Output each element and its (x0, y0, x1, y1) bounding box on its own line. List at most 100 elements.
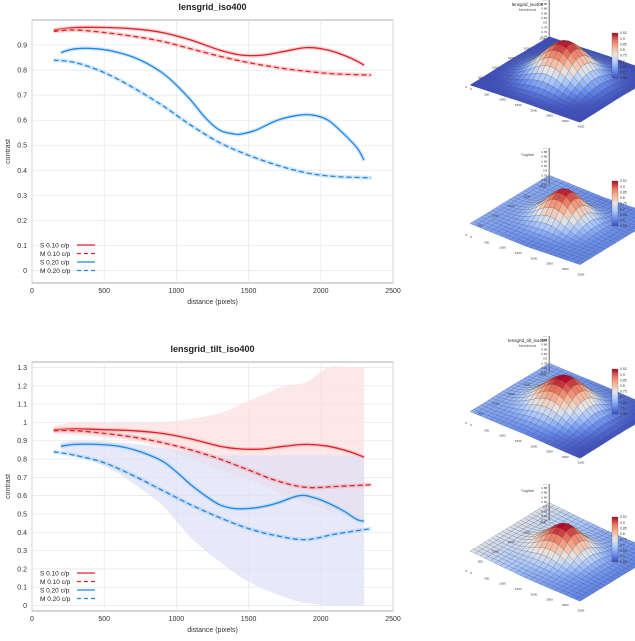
surface-2-z-tick-label: 0.86 (541, 7, 547, 11)
surface-5-x-tick-label: 1000 (499, 582, 506, 586)
surface-3-subtitle: Sagittal (521, 153, 534, 157)
bottom-chart-y-tick-label: 0.1 (17, 585, 27, 592)
bottom-chart-y-tick-label: 0.4 (17, 530, 27, 537)
surface-3-x-tick-label: 1000 (499, 246, 506, 250)
surface-5-colorbar-tick-label: 0.65 (620, 549, 627, 553)
surface-4-subtitle: Meridional (519, 344, 537, 348)
surface-2-z-tick-label: 0.78 (541, 25, 547, 29)
surface-3-x-tick-label: 500 (484, 240, 489, 244)
surface-3-x-tick-label: 2500 (546, 262, 553, 266)
surface-5-z-tick-label: 0.76 (541, 514, 547, 518)
surface-3-x-tick-label: 0 (470, 235, 472, 239)
surface-5-z-tick-label: 0.74 (541, 519, 547, 523)
surface-plot-top-meridional: lensgrid_iso400Meridional0.920.90.880.86… (465, 0, 635, 128)
surface-4-x-tick-label: 0 (470, 423, 472, 427)
surface-4-z-tick-label: 0.78 (541, 361, 547, 365)
top-chart-y-tick-label: 0.1 (17, 243, 27, 250)
surface-4-colorbar-tick-label: 0.85 (620, 378, 627, 382)
top-chart-x-axis-label: distance (pixels) (187, 299, 238, 306)
surface-4-z-tick-label: 0.86 (541, 343, 547, 347)
top-chart-plot-area (31, 19, 394, 284)
bottom-chart-y-tick-label: 0.9 (17, 438, 27, 445)
surface-5-y-tick-label: 1500 (508, 540, 515, 544)
bottom-chart-y-tick-label: 0 (23, 603, 27, 610)
surface-2-colorbar-tick-label: 0.65 (620, 65, 627, 69)
surface-3-x-tick-label: 2000 (531, 256, 538, 260)
surface-2-colorbar-tick-label: 0.9 (620, 37, 625, 41)
surface-5-y-tick-label: 2000 (524, 530, 531, 534)
top-chart-y-axis-label: contrast (5, 139, 12, 164)
surface-5-x-tick-label: 1500 (515, 587, 522, 591)
bottom-chart-series-line-3 (53, 451, 372, 541)
surface-3-mesh-cell (631, 211, 635, 216)
top-chart-x-tick-label: 2000 (313, 288, 329, 295)
surface-5-x-tick-label: 500 (484, 576, 489, 580)
surface-4-colorbar-tick-label: 0.6 (620, 407, 625, 411)
surface-2-x-tick-label: 500 (484, 92, 489, 96)
surface-3-x-tick-label: 3000 (562, 267, 569, 271)
surface-5-y-tick-label: 1000 (492, 550, 499, 554)
bottom-chart-series-line-1 (53, 429, 372, 489)
surface-4-x-tick-label: 500 (484, 428, 489, 432)
top-chart-title: lensgrid_iso400 (178, 2, 246, 12)
top-chart-y-tick-label: 0.9 (17, 43, 27, 50)
surface-2-x-tick-label: 1500 (515, 103, 522, 107)
surface-5-z-tick-label: 0.84 (541, 495, 547, 499)
surface-2-x-tick-label: 3000 (562, 119, 569, 123)
surface-4-y-tick-label: 2500 (540, 373, 547, 377)
surface-5-colorbar-tick-label: 0.92 (620, 515, 627, 519)
surface-5-colorbar-tick-label: 0.9 (620, 521, 625, 525)
surface-5-colorbar-tick-label: 0.85 (620, 526, 627, 530)
bottom-chart-x-axis-label: distance (pixels) (187, 627, 238, 634)
surface-3-colorbar-tick-label: 0.65 (620, 213, 627, 217)
top-line-chart: lensgrid_iso400 0 500 1000 1500 2000 2500 0 0.1 0… (5, 2, 401, 306)
surface-2-colorbar-tick-label: 0.85 (620, 42, 627, 46)
surface-3-z-tick-label: 0.88 (541, 150, 547, 154)
bottom-chart-x-tick-label: 2000 (313, 616, 329, 623)
surface-4-colorbar-tick-label: 0.7 (620, 395, 625, 399)
surface-5-y-tick-label: 0 (465, 569, 467, 573)
surface-4-z-tick-label: 0.84 (541, 347, 547, 351)
surface-2-z-tick-label: 0.82 (541, 16, 547, 20)
surface-2-mesh-cell (631, 69, 635, 73)
surface-2-colorbar-tick-label: 0.6 (620, 71, 625, 75)
surface-4-mesh-cell (631, 403, 635, 407)
surface-5-colorbar (611, 516, 619, 563)
surface-5-colorbar-tick-label: 0.6 (620, 555, 625, 559)
surface-5-colorbar-tick-label: 0.7 (620, 543, 625, 547)
top-chart-series-line-2 (60, 47, 365, 161)
surface-3-colorbar-tick-label: 0.55 (620, 224, 627, 228)
surface-5-z-tick-label: 0.88 (541, 486, 547, 490)
surface-4-z-tick-label: 0.8 (543, 357, 548, 361)
surface-5-x-tick-label: 2000 (531, 592, 538, 596)
surface-5-colorbar-tick-label: 0.8 (620, 532, 625, 536)
surface-5-mesh-cell (631, 546, 635, 551)
surface-4-z-tick-label: 0.74 (541, 371, 547, 375)
bottom-chart-x-tick-label: 1000 (169, 616, 185, 623)
surface-2-title: lensgrid_iso400 (512, 2, 544, 7)
surface-4-mesh-cell (632, 419, 635, 422)
surface-3-z-tick-label: 0.74 (541, 183, 547, 187)
bottom-chart-x-tick-label: 0 (30, 616, 34, 623)
surface-4-mesh (469, 362, 635, 459)
top-chart-y-tick-label: 0.8 (17, 68, 27, 75)
surface-2-y-tick-label: 1500 (508, 56, 515, 60)
surface-3-colorbar (611, 180, 619, 227)
top-chart-y-tick-label: 0 (23, 268, 27, 275)
bottom-chart-y-tick-label: 1.3 (17, 365, 27, 372)
top-chart-legend-label: S 0.10 c/p (40, 243, 70, 250)
top-chart-y-tick-label: 0.2 (17, 218, 27, 225)
surface-3-colorbar-tick-label: 0.9 (620, 185, 625, 189)
surface-4-z-tick-label: 0.76 (541, 366, 547, 370)
surface-2-x-tick-label: 2500 (546, 114, 553, 118)
surface-3-z-tick-label: 0.8 (543, 169, 548, 173)
surface-2-z-tick-label: 0.88 (541, 2, 547, 6)
surface-4-y-tick-label: 2000 (524, 382, 531, 386)
surface-3-colorbar-tick-label: 0.75 (620, 202, 627, 206)
bottom-chart-y-tick-label: 0.2 (17, 566, 27, 573)
surface-3-mesh (469, 174, 635, 265)
surface-5-y-tick-label: 500 (478, 559, 483, 563)
bottom-chart-legend-label: S 0.20 c/p (40, 588, 70, 595)
surface-2-mesh-cell (632, 83, 635, 87)
surface-4-z-tick-label: 0.88 (541, 338, 547, 342)
